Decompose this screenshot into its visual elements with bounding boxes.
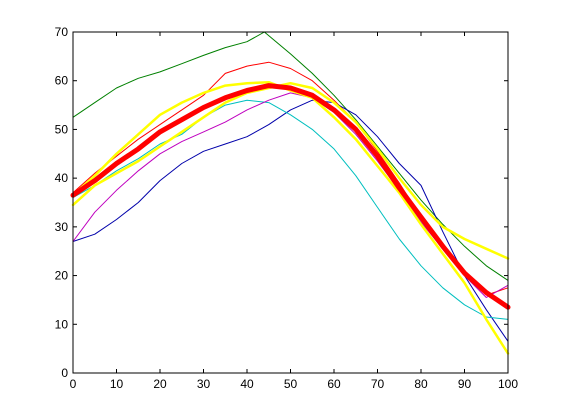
y-tick-label: 0 [61, 366, 68, 380]
x-tick-label: 40 [240, 377, 254, 391]
series-line-4 [72, 99, 509, 320]
x-tick-label: 10 [110, 377, 124, 391]
y-tick-label: 20 [55, 269, 69, 283]
x-tick-label: 20 [153, 377, 167, 391]
series-line-8 [70, 83, 511, 310]
x-tick-label: 60 [327, 377, 341, 391]
ticks-layer: 0 10 20 30 40 50 60 70 80 90 100 0 10 20 30 40 50 60 70 [55, 25, 519, 391]
x-tick-label: 90 [458, 377, 472, 391]
x-tick-label: 30 [197, 377, 211, 391]
y-tick-label: 40 [55, 171, 69, 185]
series-line-5 [72, 92, 509, 298]
series-line-7 [71, 81, 510, 260]
series-layer [70, 31, 511, 355]
series-line-2 [72, 61, 509, 296]
series-line-6 [71, 80, 510, 355]
y-tick-label: 70 [55, 25, 69, 39]
y-tick-label: 10 [55, 317, 69, 331]
series-line-3 [72, 99, 509, 342]
x-tick-label: 80 [414, 377, 428, 391]
x-tick-label: 70 [371, 377, 385, 391]
x-tick-label: 100 [498, 377, 518, 391]
x-tick-label: 50 [284, 377, 298, 391]
axes-layer [72, 31, 509, 374]
y-tick-label: 30 [55, 220, 69, 234]
y-tick-label: 60 [55, 74, 69, 88]
x-tick-label: 0 [70, 377, 77, 391]
y-tick-label: 50 [55, 122, 69, 136]
